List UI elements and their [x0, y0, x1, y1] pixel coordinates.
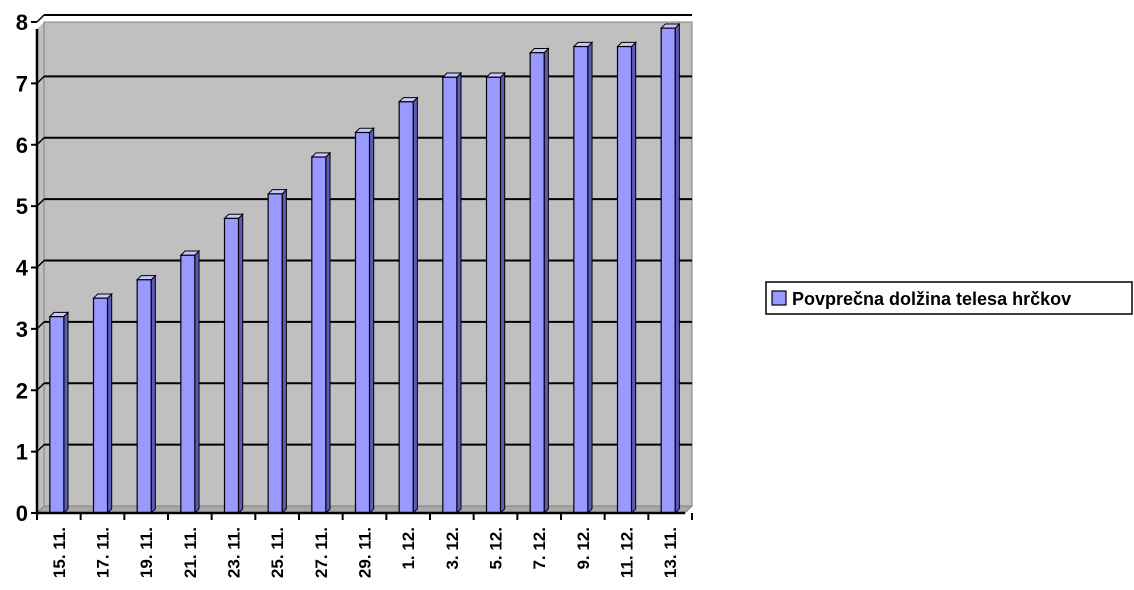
bar	[266, 188, 288, 515]
bar-front	[442, 76, 458, 514]
bar-side	[412, 96, 418, 515]
x-tick-label: 25. 11.	[268, 527, 287, 578]
bar	[48, 311, 70, 515]
bar-side	[107, 292, 113, 515]
bar-side	[63, 311, 69, 515]
bar-front	[485, 76, 502, 514]
x-tick-label: 1. 12.	[399, 527, 418, 570]
y-tick-label: 5	[16, 194, 28, 219]
x-tick-label: 7. 12.	[530, 527, 549, 570]
bar-front	[354, 131, 371, 514]
bars	[48, 22, 681, 515]
bar-front	[616, 45, 633, 514]
x-tick-label: 3. 12.	[443, 527, 462, 570]
gridline-side	[36, 14, 45, 23]
bar	[223, 212, 244, 515]
bar-side	[674, 22, 680, 515]
bar-front	[136, 279, 152, 514]
bar	[572, 41, 594, 515]
legend-label: Povprečna dolžina telesa hrčkov	[792, 289, 1071, 309]
x-tick-label: 11. 12.	[618, 527, 637, 578]
bar-front	[398, 101, 414, 514]
bar	[310, 151, 332, 515]
bar	[354, 127, 375, 515]
bar-side	[369, 127, 375, 515]
bar-side	[500, 71, 506, 515]
bar	[135, 274, 157, 515]
y-tick-label: 3	[16, 317, 28, 342]
y-tick-label: 1	[16, 440, 28, 465]
y-tick-label: 7	[16, 71, 28, 96]
y-tick-label: 4	[16, 256, 29, 281]
axes	[35, 29, 685, 515]
x-tick-label: 13. 11.	[661, 527, 680, 578]
y-axis-ticks: 0 1 2 3 4 5 6 7 8	[16, 10, 37, 526]
bar-side	[456, 71, 462, 515]
bar-side	[587, 41, 593, 515]
x-tick-label: 23. 11.	[225, 527, 244, 578]
bar-front	[529, 52, 545, 514]
x-tick-label: 19. 11.	[137, 527, 156, 578]
bar-side	[194, 249, 200, 515]
bar	[179, 249, 201, 515]
x-tick-label: 17. 11.	[94, 527, 113, 578]
legend: Povprečna dolžina telesa hrčkov	[765, 281, 1133, 315]
bar-front	[92, 297, 109, 514]
bar-front	[49, 316, 65, 514]
bar	[616, 41, 637, 515]
y-tick-label: 2	[16, 378, 28, 403]
x-tick-label: 15. 11.	[50, 527, 69, 578]
bar	[659, 22, 681, 515]
bar-side	[281, 188, 287, 515]
bar-front	[223, 217, 240, 514]
x-tick-label: 21. 11.	[181, 527, 200, 578]
bar-front	[573, 45, 589, 514]
bar	[92, 292, 113, 515]
bar-side	[325, 151, 331, 515]
bar-side	[238, 212, 244, 515]
bar-side	[150, 274, 156, 515]
bar	[485, 71, 506, 515]
bar-side	[631, 41, 637, 515]
bar	[441, 71, 463, 515]
y-tick-label: 6	[16, 133, 28, 158]
x-axis-ticks: 15. 11. 17. 11. 19. 11. 21. 11. 23. 11. 25. 1…	[36, 513, 693, 578]
x-tick-label: 27. 11.	[312, 527, 331, 578]
x-tick-label: 5. 12.	[487, 527, 506, 570]
y-tick-label: 8	[16, 10, 28, 35]
legend-box	[765, 281, 1133, 315]
legend-swatch	[771, 290, 787, 306]
bar-front	[267, 193, 283, 514]
bar-side	[543, 47, 549, 515]
bar-front	[180, 254, 196, 514]
bar-front	[311, 156, 327, 514]
bar	[397, 96, 419, 515]
bar-front	[660, 27, 676, 514]
x-tick-label: 9. 12.	[574, 527, 593, 570]
x-tick-label: 29. 11.	[356, 527, 375, 578]
y-tick-label: 0	[16, 501, 28, 526]
bar	[528, 47, 550, 515]
